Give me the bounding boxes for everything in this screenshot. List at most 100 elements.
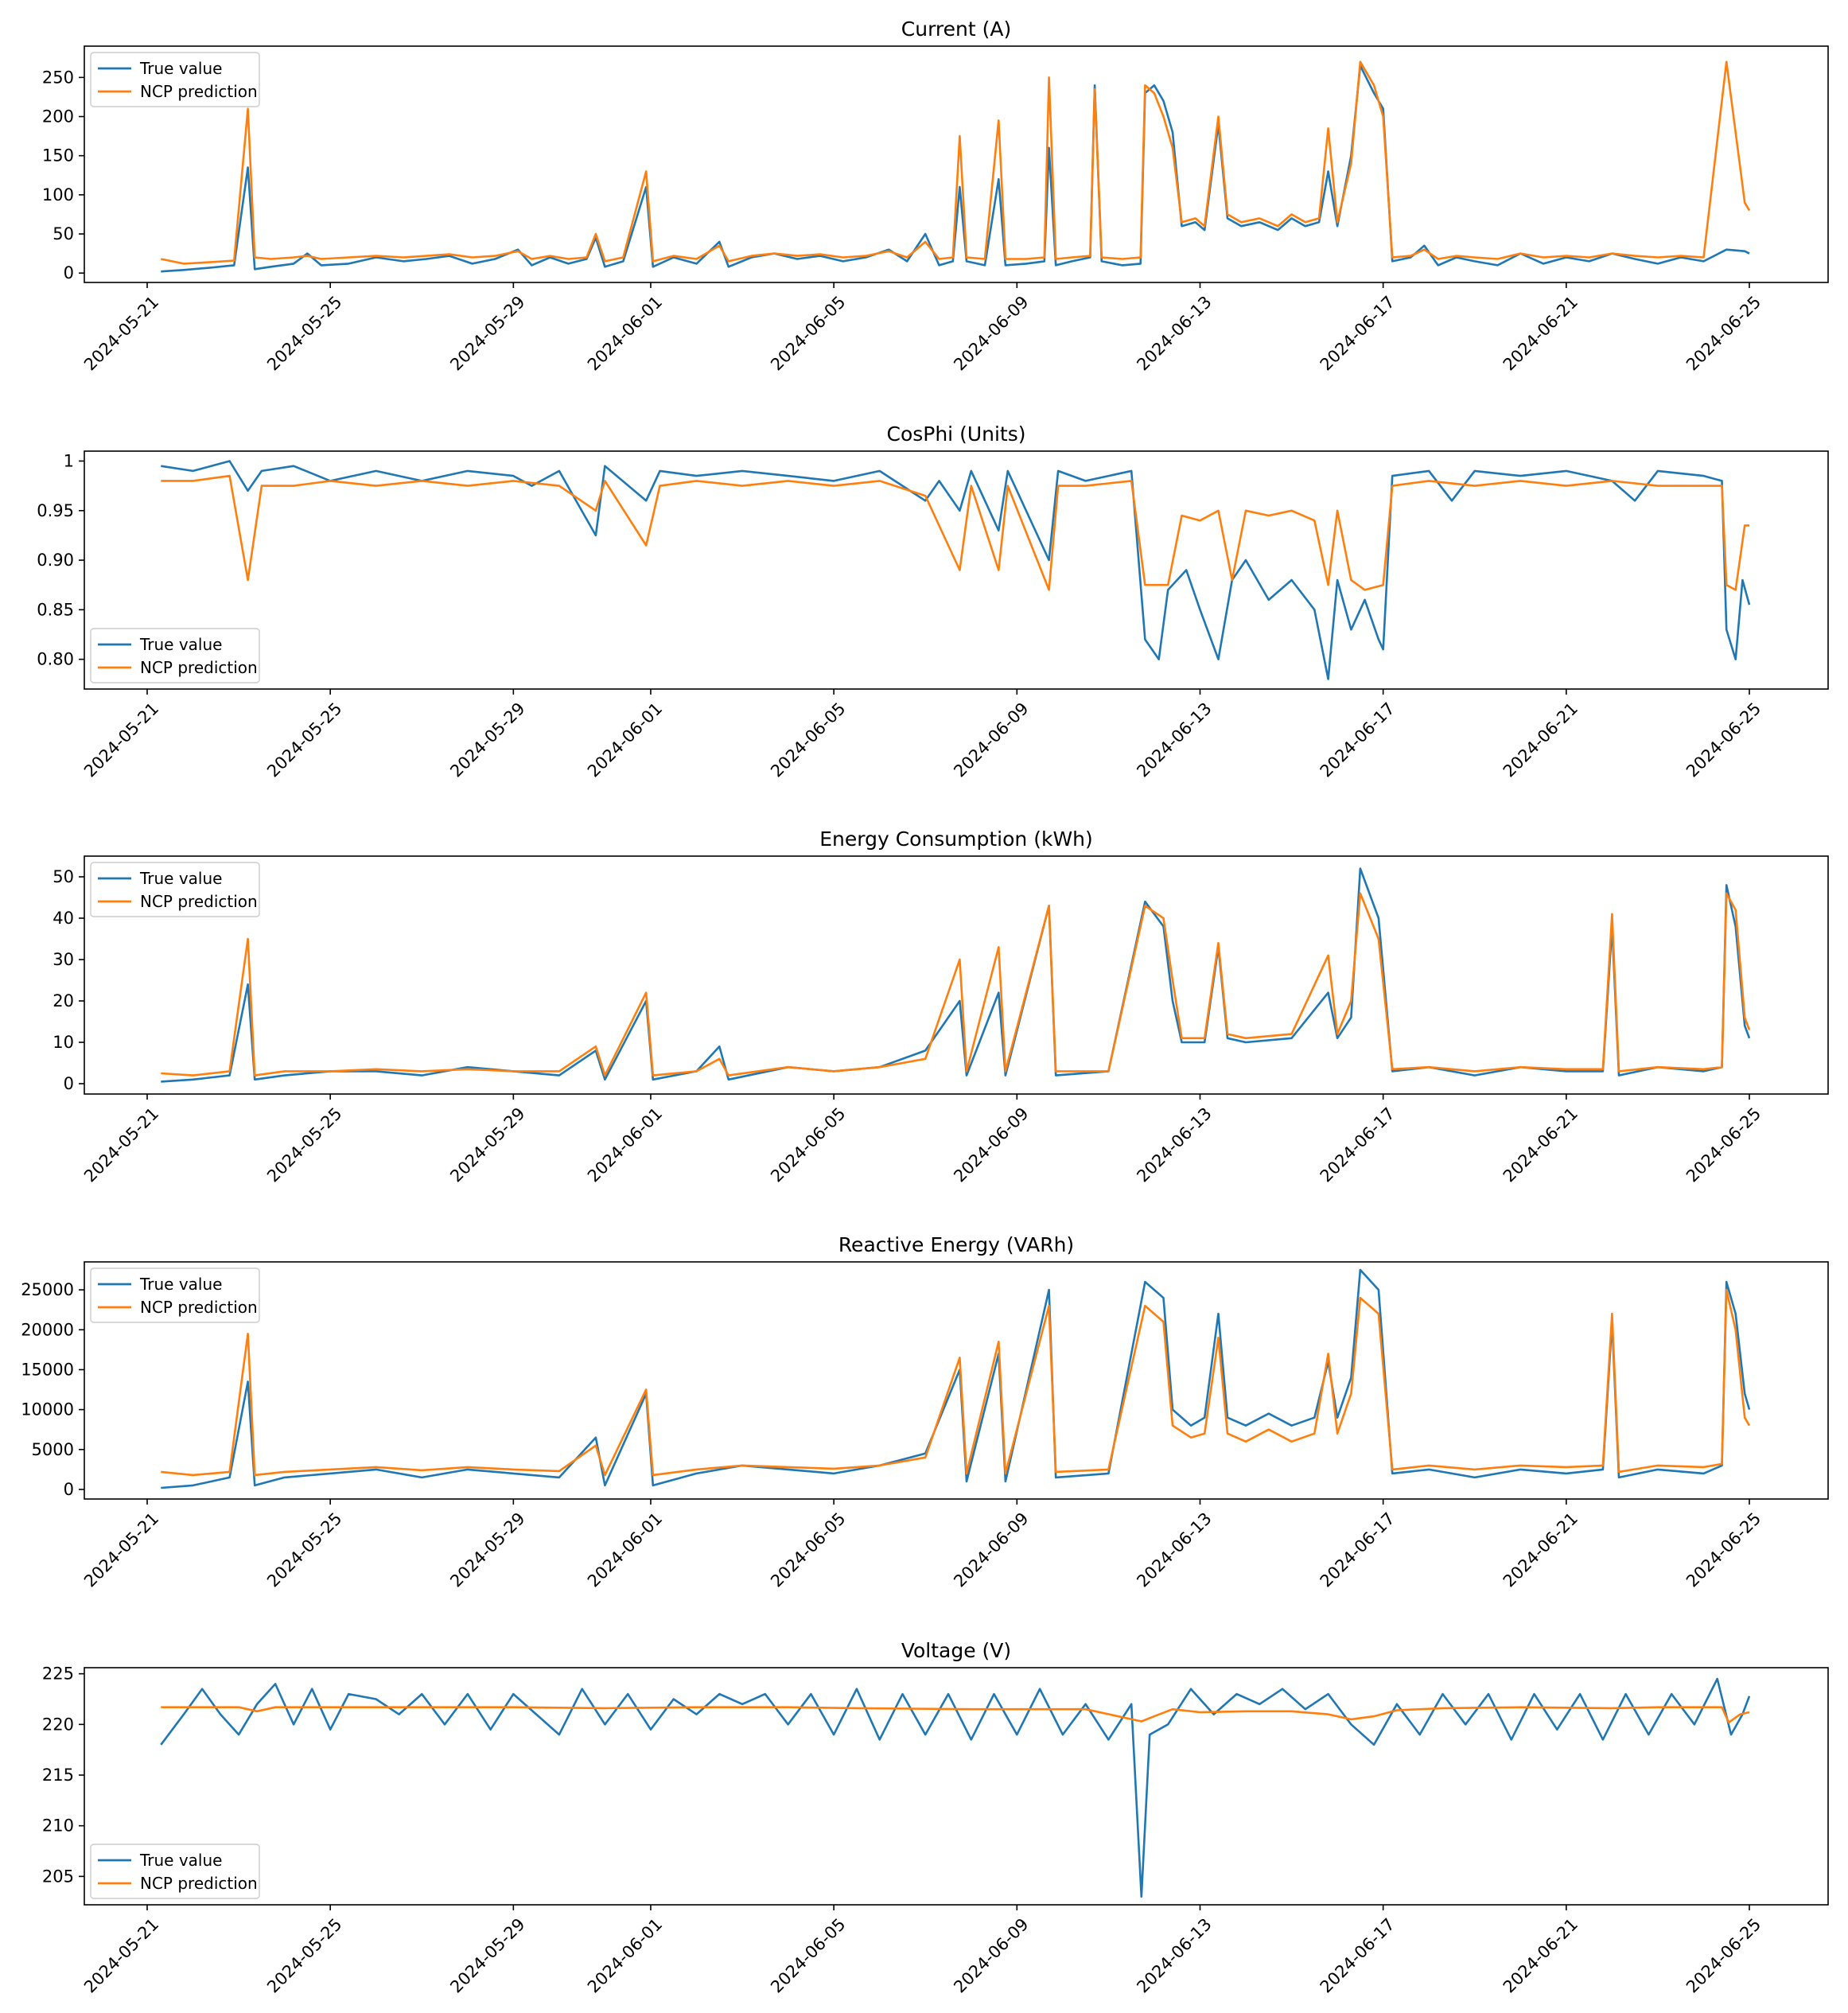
reactive-energy-varh-series-true-value (161, 1268, 1751, 1489)
cosphi-units-xtick-label: 2024-06-13 (1134, 699, 1216, 781)
voltage-v-xtick-label: 2024-06-17 (1317, 1914, 1399, 1996)
reactive-energy-varh-xtick-label: 2024-05-21 (80, 1509, 162, 1591)
voltage-v-legend-label-true-value: True value (139, 1851, 222, 1870)
current-a-xtick-label: 2024-06-05 (767, 292, 849, 374)
current-a-series-true-value (161, 64, 1750, 273)
reactive-energy-varh-xtick-label: 2024-06-25 (1683, 1509, 1764, 1591)
reactive-energy-varh-legend: True value NCP prediction (90, 1267, 260, 1323)
cosphi-units-ytick-label: 0.85 (37, 600, 74, 619)
reactive-energy-varh-series-ncp-prediction (161, 1288, 1751, 1477)
reactive-energy-varh-legend-label-true-value: True value (139, 1275, 222, 1294)
cosphi-units-xtick-label: 2024-06-01 (584, 699, 666, 781)
reactive-energy-varh-xtick-label: 2024-06-01 (584, 1509, 666, 1591)
energy-consumption-kwh-chart: Energy Consumption (kWh) 0 10 20 30 40 50 2024-… (53, 827, 1829, 1186)
reactive-energy-varh-xtick-label: 2024-06-17 (1317, 1509, 1399, 1591)
cosphi-units-xtick-label: 2024-06-05 (767, 699, 849, 781)
energy-consumption-kwh-ytick-label: 30 (53, 950, 74, 969)
reactive-energy-varh-xtick-label: 2024-06-09 (950, 1509, 1032, 1591)
energy-consumption-kwh-ytick-label: 10 (53, 1033, 74, 1052)
cosphi-units-xtick-label: 2024-06-17 (1317, 699, 1399, 781)
voltage-v-axes-frame (84, 1667, 1829, 1906)
current-a-xtick-label: 2024-06-25 (1683, 292, 1764, 374)
voltage-v-xtick-label: 2024-06-05 (767, 1914, 849, 1996)
energy-consumption-kwh-xtick-label: 2024-05-29 (446, 1104, 528, 1186)
reactive-energy-varh-ytick-label: 0 (64, 1480, 74, 1499)
voltage-v-ytick-label: 220 (42, 1715, 74, 1734)
reactive-energy-varh-ytick-label: 20000 (21, 1320, 74, 1339)
current-a-xtick-label: 2024-05-29 (446, 292, 528, 374)
voltage-v-ytick-label: 205 (42, 1867, 74, 1886)
current-a-ytick-label: 200 (42, 107, 74, 127)
current-a-legend: True value NCP prediction (90, 52, 260, 107)
current-a-legend-label-ncp-prediction: NCP prediction (140, 82, 258, 101)
energy-consumption-kwh-xtick-label: 2024-06-01 (584, 1104, 666, 1186)
voltage-v-series-ncp-prediction (161, 1706, 1750, 1724)
voltage-v-xtick-label: 2024-06-01 (584, 1914, 666, 1996)
current-a-xtick-label: 2024-06-01 (584, 292, 666, 374)
voltage-v-ytick-label: 215 (42, 1766, 74, 1785)
reactive-energy-varh-xtick-label: 2024-06-13 (1134, 1509, 1216, 1591)
energy-consumption-kwh-ytick-label: 0 (64, 1074, 74, 1093)
voltage-v-xtick-label: 2024-06-21 (1500, 1914, 1581, 1996)
energy-consumption-kwh-title: Energy Consumption (kWh) (819, 827, 1093, 851)
voltage-v-title: Voltage (V) (901, 1639, 1011, 1662)
energy-consumption-kwh-ytick-label: 40 (53, 909, 74, 928)
current-a-ytick-label: 100 (42, 185, 74, 204)
energy-consumption-kwh-xtick-label: 2024-06-13 (1134, 1104, 1216, 1186)
voltage-v-ytick-label: 225 (42, 1665, 74, 1684)
reactive-energy-varh-chart: Reactive Energy (VARh) 0 5000 10000 15000 200… (21, 1233, 1829, 1591)
cosphi-units-xtick-label: 2024-06-09 (950, 699, 1032, 781)
energy-consumption-kwh-legend-label-ncp-prediction: NCP prediction (140, 892, 258, 911)
voltage-v-chart: Voltage (V) 205 210 215 220 225 2024-05-21 2024… (42, 1639, 1829, 1997)
cosphi-units-legend-label-ncp-prediction: NCP prediction (140, 658, 258, 677)
voltage-v-legend-label-ncp-prediction: NCP prediction (140, 1874, 258, 1893)
energy-consumption-kwh-ytick-label: 20 (53, 991, 74, 1010)
energy-consumption-kwh-ytick-label: 50 (53, 867, 74, 886)
energy-consumption-kwh-legend-label-true-value: True value (139, 869, 222, 888)
cosphi-units-ytick-label: 0.90 (37, 551, 74, 570)
cosphi-units-xtick-label: 2024-05-29 (446, 699, 528, 781)
voltage-v-xtick-label: 2024-05-29 (446, 1914, 528, 1996)
current-a-chart: Current (A) 0 50 100 150 200 250 2024-05-21 2024… (42, 18, 1829, 375)
cosphi-units-xtick-label: 2024-06-25 (1683, 699, 1764, 781)
current-a-ytick-label: 150 (42, 146, 74, 165)
reactive-energy-varh-xtick-label: 2024-06-21 (1500, 1509, 1581, 1591)
current-a-legend-label-true-value: True value (139, 59, 222, 78)
current-a-series-ncp-prediction (161, 60, 1751, 265)
cosphi-units-xtick-label: 2024-05-21 (80, 699, 162, 781)
cosphi-units-ytick-label: 0.80 (37, 650, 74, 669)
energy-consumption-kwh-xtick-label: 2024-06-21 (1500, 1104, 1581, 1186)
voltage-v-xtick-label: 2024-06-25 (1683, 1914, 1764, 1996)
current-a-ytick-label: 250 (42, 68, 74, 87)
energy-consumption-kwh-xtick-label: 2024-06-17 (1317, 1104, 1399, 1186)
current-a-xtick-label: 2024-06-09 (950, 292, 1032, 374)
cosphi-units-xtick-label: 2024-06-21 (1500, 699, 1581, 781)
cosphi-units-series-ncp-prediction (161, 474, 1749, 591)
reactive-energy-varh-legend-box (90, 1267, 260, 1323)
reactive-energy-varh-ytick-label: 25000 (21, 1280, 74, 1299)
voltage-v-legend-box (90, 1844, 260, 1899)
energy-consumption-kwh-xtick-label: 2024-05-21 (80, 1104, 162, 1186)
cosphi-units-legend: True value NCP prediction (90, 628, 260, 683)
energy-consumption-kwh-axes-frame (84, 855, 1829, 1095)
cosphi-units-xtick-label: 2024-05-25 (263, 699, 345, 781)
voltage-v-ytick-label: 210 (42, 1816, 74, 1836)
energy-consumption-kwh-xtick-label: 2024-06-05 (767, 1104, 849, 1186)
reactive-energy-varh-ytick-label: 5000 (32, 1440, 74, 1459)
current-a-xtick-label: 2024-06-17 (1317, 292, 1399, 374)
voltage-v-xtick-label: 2024-05-25 (263, 1914, 345, 1996)
voltage-v-xtick-label: 2024-06-09 (950, 1914, 1032, 1996)
reactive-energy-varh-title: Reactive Energy (VARh) (838, 1233, 1074, 1256)
energy-consumption-kwh-xtick-label: 2024-05-25 (263, 1104, 345, 1186)
reactive-energy-varh-ytick-label: 15000 (21, 1360, 74, 1379)
reactive-energy-varh-legend-label-ncp-prediction: NCP prediction (140, 1298, 258, 1317)
energy-consumption-kwh-series-ncp-prediction (161, 892, 1751, 1077)
voltage-v-xtick-label: 2024-06-13 (1134, 1914, 1216, 1996)
current-a-xtick-label: 2024-06-13 (1134, 292, 1216, 374)
current-a-xtick-label: 2024-05-21 (80, 292, 162, 374)
current-a-ytick-label: 0 (64, 263, 74, 282)
cosphi-units-chart: CosPhi (Units) 0.80 0.85 0.90 0.95 1 2024-05-2… (37, 422, 1829, 781)
current-a-axes-frame (84, 45, 1829, 283)
voltage-v-xtick-label: 2024-05-21 (80, 1914, 162, 1996)
